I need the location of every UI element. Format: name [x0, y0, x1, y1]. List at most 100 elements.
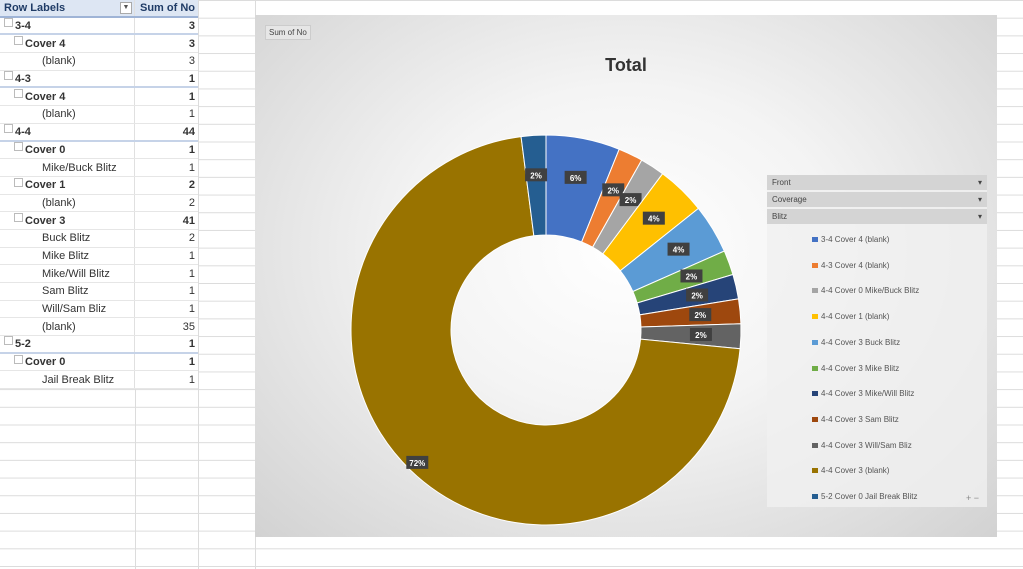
pivot-row[interactable]: Cover 4 1 [0, 88, 198, 107]
row-value: 1 [188, 161, 195, 174]
svg-text:2%: 2% [695, 311, 707, 320]
legend-swatch-icon [812, 391, 818, 397]
collapse-icon[interactable] [14, 89, 23, 99]
pivot-row[interactable]: Cover 1 2 [0, 176, 198, 195]
pivot-row[interactable]: Cover 4 3 [0, 35, 198, 54]
row-value: 2 [188, 196, 195, 209]
collapse-icon[interactable] [4, 336, 13, 346]
chart-legend: Front ▾ Coverage ▾ Blitz ▾ 3-4 Cover 4 (bla… [767, 175, 987, 507]
legend-item[interactable]: 4-4 Cover 3 Buck Blitz [812, 338, 900, 347]
pivot-row[interactable]: Mike/Will Blitz 1 [0, 265, 198, 283]
svg-text:2%: 2% [607, 186, 619, 195]
zoom-controls[interactable]: + − [965, 493, 979, 503]
pivot-row[interactable]: Mike/Buck Blitz 1 [0, 159, 198, 177]
data-label: 2% [689, 327, 712, 341]
pivot-header: Row Labels ▼ Sum of No [0, 0, 198, 18]
legend-swatch-icon [812, 365, 818, 371]
row-value: 1 [188, 337, 195, 350]
row-label: Jail Break Blitz [42, 373, 115, 386]
svg-text:4%: 4% [648, 215, 660, 224]
pivot-row[interactable]: Jail Break Blitz 1 [0, 371, 198, 390]
pivot-row[interactable]: Buck Blitz 2 [0, 229, 198, 248]
svg-text:2%: 2% [686, 272, 698, 281]
collapse-icon[interactable] [4, 124, 13, 134]
legend-item[interactable]: 4-4 Cover 1 (blank) [812, 312, 889, 321]
collapse-icon[interactable] [14, 36, 23, 46]
row-value: 1 [188, 143, 195, 156]
collapse-icon[interactable] [4, 18, 13, 28]
pivot-row[interactable]: Cover 0 1 [0, 141, 198, 160]
row-label: (blank) [42, 320, 76, 333]
legend-item[interactable]: 4-3 Cover 4 (blank) [812, 261, 889, 270]
field-button-blitz[interactable]: Blitz ▾ [767, 209, 987, 224]
collapse-icon[interactable] [14, 177, 23, 187]
pivot-row[interactable]: 4-3 1 [0, 70, 198, 89]
pivot-row[interactable]: (blank) 35 [0, 318, 198, 337]
row-value: 35 [182, 320, 195, 333]
row-label: Cover 3 [25, 214, 66, 227]
pivot-row[interactable]: (blank) 1 [0, 106, 198, 124]
legend-swatch-icon [812, 442, 818, 448]
legend-item[interactable]: 4-4 Cover 3 Sam Blitz [812, 415, 899, 424]
pivot-row[interactable]: Cover 3 41 [0, 212, 198, 230]
data-label: 4% [642, 211, 665, 225]
field-button-front[interactable]: Front ▾ [767, 175, 987, 190]
data-label: 72% [406, 455, 429, 469]
pivot-table: Row Labels ▼ Sum of No 3-4 3 Cover 4 3 (blank… [0, 0, 198, 390]
pivot-row[interactable]: Sam Blitz 1 [0, 283, 198, 301]
legend-item[interactable]: 4-4 Cover 3 Mike/Will Blitz [812, 389, 914, 398]
data-label: 6% [564, 170, 587, 184]
legend-item[interactable]: 4-4 Cover 3 Mike Blitz [812, 364, 899, 373]
pivot-row[interactable]: 4-4 44 [0, 123, 198, 142]
donut-slice[interactable] [350, 136, 741, 526]
row-label: Cover 0 [25, 356, 66, 369]
legend-swatch-icon [812, 262, 818, 268]
pivot-row[interactable]: Will/Sam Bliz 1 [0, 300, 198, 319]
legend-label: 4-4 Cover 3 Sam Blitz [821, 414, 899, 424]
row-value: 2 [188, 179, 195, 192]
legend-label: 3-4 Cover 4 (blank) [821, 235, 890, 244]
data-label: 2% [619, 193, 642, 207]
collapse-icon[interactable] [14, 142, 23, 152]
pivot-row[interactable]: Cover 0 1 [0, 353, 198, 372]
dropdown-icon: ▾ [977, 212, 982, 221]
row-label: Cover 4 [25, 37, 66, 50]
row-value: 1 [188, 90, 195, 103]
svg-text:2%: 2% [695, 331, 707, 340]
svg-text:2%: 2% [625, 196, 637, 205]
legend-item[interactable]: 3-4 Cover 4 (blank) [812, 235, 889, 244]
collapse-icon[interactable] [4, 71, 13, 81]
pivot-row[interactable]: (blank) 3 [0, 53, 198, 71]
pivot-row[interactable]: 3-4 3 [0, 17, 198, 36]
row-label: Mike Blitz [42, 249, 90, 262]
data-label: 2% [525, 168, 548, 182]
collapse-icon[interactable] [14, 354, 23, 364]
legend-label: 4-4 Cover 3 Mike/Will Blitz [821, 389, 915, 399]
legend-swatch-icon [812, 288, 818, 294]
legend-item[interactable]: 4-4 Cover 3 (blank) [812, 466, 889, 475]
row-value: 1 [188, 373, 195, 386]
sum-of-no-field-button[interactable]: Sum of No [265, 25, 311, 40]
row-value: 44 [182, 125, 195, 138]
legend-swatch-icon [812, 416, 818, 422]
data-label: 2% [689, 308, 712, 322]
legend-item[interactable]: 4-4 Cover 0 Mike/Buck Blitz [812, 286, 919, 295]
pivot-row[interactable]: Mike Blitz 1 [0, 247, 198, 266]
field-button-coverage[interactable]: Coverage ▾ [767, 192, 987, 207]
row-label: Sam Blitz [42, 285, 89, 298]
filter-dropdown-icon[interactable]: ▼ [120, 1, 132, 14]
data-label: 4% [667, 242, 690, 256]
legend-label: 4-4 Cover 3 (blank) [821, 466, 890, 476]
pivot-row[interactable]: 5-2 1 [0, 336, 198, 354]
data-label: 2% [680, 269, 703, 283]
legend-label: 4-3 Cover 4 (blank) [821, 260, 890, 270]
chart-title: Total [605, 55, 647, 75]
legend-label: 5-2 Cover 0 Jail Break Blitz [821, 492, 918, 501]
collapse-icon[interactable] [14, 213, 23, 223]
legend-swatch-icon [812, 237, 818, 242]
legend-item[interactable]: 5-2 Cover 0 Jail Break Blitz [812, 492, 917, 501]
legend-item[interactable]: 4-4 Cover 3 Will/Sam Bliz [812, 441, 912, 450]
pivot-row[interactable]: (blank) 2 [0, 194, 198, 213]
pivot-chart[interactable]: Sum of No Total 6% 2% 2% 4% 4% 2% 2% 2% 2% 72% 2% … [255, 15, 997, 537]
donut-slice[interactable] [520, 134, 547, 237]
